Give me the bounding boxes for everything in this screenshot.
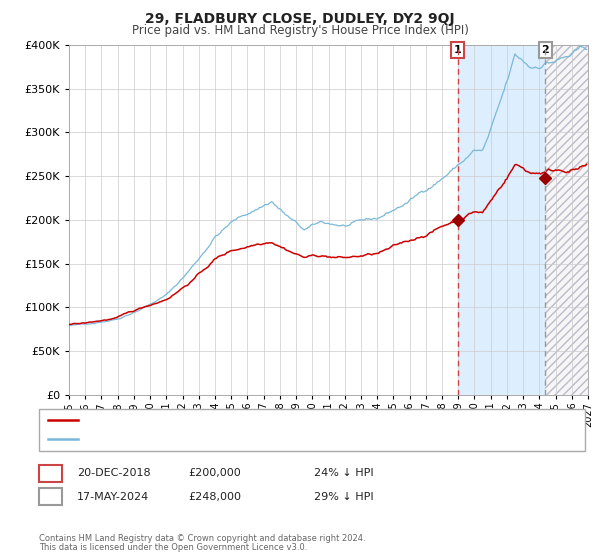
Text: 2: 2	[541, 45, 549, 55]
Text: 2: 2	[46, 490, 55, 503]
Bar	[458, 45, 545, 395]
Bar	[545, 45, 588, 395]
Text: 17-MAY-2024: 17-MAY-2024	[77, 492, 149, 502]
Text: This data is licensed under the Open Government Licence v3.0.: This data is licensed under the Open Gov…	[39, 543, 307, 552]
Text: 1: 1	[46, 466, 55, 480]
Text: Price paid vs. HM Land Registry's House Price Index (HPI): Price paid vs. HM Land Registry's House …	[131, 24, 469, 37]
Text: £248,000: £248,000	[188, 492, 241, 502]
Text: 24% ↓ HPI: 24% ↓ HPI	[314, 468, 373, 478]
Text: 20-DEC-2018: 20-DEC-2018	[77, 468, 151, 478]
Text: £200,000: £200,000	[188, 468, 241, 478]
Text: 1: 1	[454, 45, 461, 55]
Text: 29% ↓ HPI: 29% ↓ HPI	[314, 492, 373, 502]
Text: HPI: Average price, detached house, Dudley: HPI: Average price, detached house, Dudl…	[84, 435, 314, 445]
Text: Contains HM Land Registry data © Crown copyright and database right 2024.: Contains HM Land Registry data © Crown c…	[39, 534, 365, 543]
Bar	[545, 45, 588, 395]
Text: 29, FLADBURY CLOSE, DUDLEY, DY2 9QJ: 29, FLADBURY CLOSE, DUDLEY, DY2 9QJ	[145, 12, 455, 26]
Text: 29, FLADBURY CLOSE, DUDLEY, DY2 9QJ (detached house): 29, FLADBURY CLOSE, DUDLEY, DY2 9QJ (det…	[84, 415, 387, 425]
